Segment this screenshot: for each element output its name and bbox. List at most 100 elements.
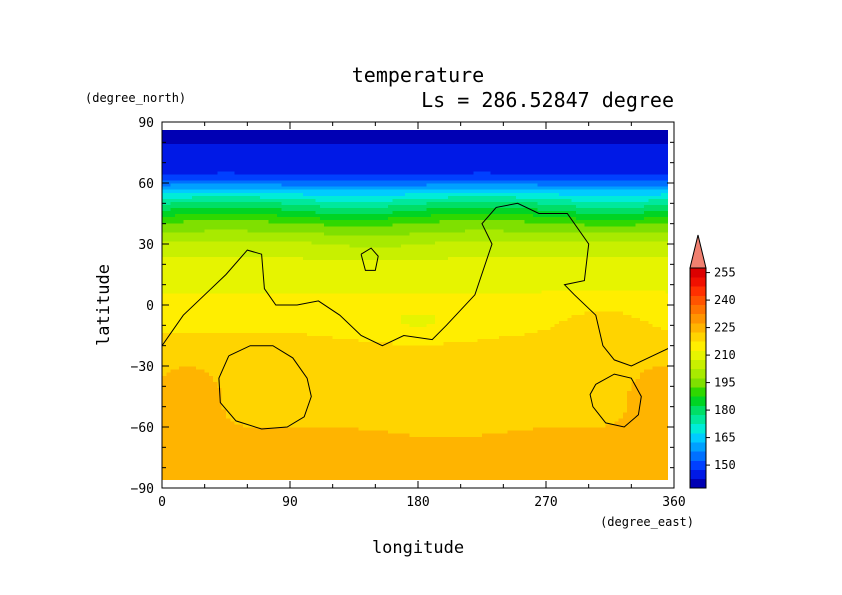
field-cell: [546, 393, 551, 398]
field-cell: [272, 411, 278, 416]
field-cell: [473, 417, 479, 422]
field-cell: [208, 399, 214, 404]
field-cell: [511, 475, 517, 480]
field-cell: [247, 430, 253, 434]
field-cell: [563, 454, 568, 459]
field-cell: [285, 448, 291, 452]
field-cell: [618, 396, 624, 401]
field-cell: [170, 457, 176, 462]
field-cell: [264, 417, 270, 422]
field-cell: [247, 393, 253, 398]
field-cell: [383, 387, 389, 391]
field-cell: [665, 408, 668, 413]
field-cell: [187, 436, 193, 440]
field-cell: [541, 475, 547, 480]
field-cell: [447, 457, 453, 462]
field-cell: [354, 420, 359, 425]
field-cell: [336, 405, 342, 410]
field-cell: [554, 390, 560, 395]
field-cell: [430, 390, 436, 395]
field-cell: [260, 463, 265, 468]
field-cell: [405, 460, 411, 465]
field-cell: [546, 420, 551, 425]
field-cell: [661, 417, 667, 422]
field-cell: [635, 475, 641, 480]
field-cell: [588, 445, 594, 449]
field-cell: [567, 436, 573, 440]
field-cell: [460, 454, 466, 459]
field-cell: [174, 405, 180, 410]
field-cell: [413, 439, 419, 443]
field-cell: [298, 445, 304, 449]
field-cell: [388, 384, 393, 388]
field-cell: [430, 448, 436, 452]
field-cell: [354, 469, 359, 474]
field-cell: [622, 411, 628, 416]
field-cell: [179, 396, 184, 401]
field-cell: [652, 475, 658, 480]
field-cell: [656, 387, 662, 391]
field-cell: [230, 439, 236, 443]
field-cell: [358, 427, 364, 431]
field-cell: [610, 387, 615, 391]
field-cell: [354, 472, 359, 477]
field-cell: [379, 387, 385, 391]
field-cell: [383, 399, 389, 404]
field-cell: [264, 411, 270, 416]
field-cell: [614, 393, 620, 398]
field-cell: [354, 414, 359, 419]
field-cell: [366, 460, 372, 465]
field-cell: [302, 430, 308, 434]
field-cell: [597, 466, 603, 471]
field-cell: [554, 451, 560, 456]
field-cell: [665, 430, 668, 434]
field-cell: [422, 427, 428, 431]
field-cell: [366, 420, 372, 425]
field-cell: [319, 445, 325, 449]
field-cell: [477, 420, 483, 425]
field-cell: [375, 396, 381, 401]
field-cell: [396, 451, 402, 456]
field-cell: [162, 430, 167, 434]
field-cell: [298, 387, 304, 391]
field-cell: [537, 469, 543, 474]
field-cell: [584, 430, 590, 434]
field-cell: [648, 454, 654, 459]
field-cell: [597, 442, 603, 446]
field-cell: [422, 475, 428, 480]
field-cell: [281, 417, 287, 422]
field-cell: [311, 427, 317, 431]
field-cell: [648, 445, 654, 449]
field-cell: [187, 402, 193, 407]
field-cell: [563, 445, 568, 449]
field-cell: [204, 463, 210, 468]
field-cell: [610, 433, 615, 437]
field-cell: [520, 427, 526, 431]
field-cell: [255, 466, 261, 471]
field-cell: [652, 393, 658, 398]
field-cell: [264, 454, 270, 459]
field-cell: [383, 408, 389, 413]
field-cell: [452, 402, 457, 407]
field-cell: [456, 448, 462, 452]
field-cell: [230, 427, 236, 431]
field-cell: [298, 411, 304, 416]
field-cell: [362, 405, 368, 410]
field-cell: [584, 457, 590, 462]
field-cell: [396, 408, 402, 413]
field-cell: [255, 396, 261, 401]
field-cell: [648, 411, 654, 416]
field-cell: [204, 439, 210, 443]
field-cell: [418, 457, 423, 462]
field-cell: [490, 475, 496, 480]
field-cell: [507, 420, 513, 425]
field-cell: [238, 423, 244, 428]
field-cell: [217, 445, 223, 449]
field-cell: [375, 463, 381, 468]
field-cell: [639, 439, 645, 443]
field-cell: [302, 408, 308, 413]
field-cell: [439, 454, 445, 459]
field-cell: [443, 396, 449, 401]
field-cell: [537, 387, 543, 391]
field-cell: [541, 436, 547, 440]
